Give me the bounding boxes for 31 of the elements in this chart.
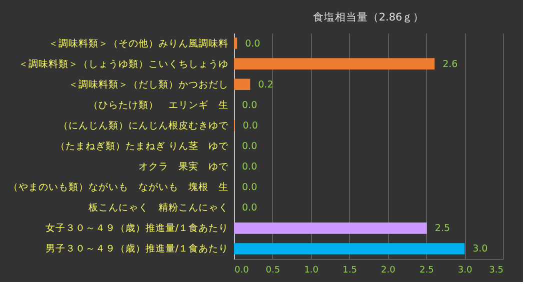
y-tick-label: 男子３０～４９（歳）推進量/１食あたり bbox=[45, 242, 228, 255]
y-tick-label: （やまのいも類）ながいも ながいも 塊根 生 bbox=[8, 181, 228, 194]
data-label: 0.0 bbox=[242, 120, 258, 132]
data-label: 0.0 bbox=[242, 182, 258, 194]
data-label: 2.5 bbox=[434, 223, 450, 234]
x-tick-label: 1.0 bbox=[304, 266, 319, 276]
data-label: 0.0 bbox=[245, 38, 260, 50]
data-label: 2.6 bbox=[442, 58, 458, 70]
x-tick-label: 3.5 bbox=[489, 266, 504, 276]
data-label: 0.0 bbox=[242, 162, 258, 173]
x-tick-label: 3.0 bbox=[458, 266, 472, 276]
y-tick-label: 板こんにゃく 精粉こんにゃく bbox=[88, 202, 228, 214]
x-tick-label: 0.0 bbox=[234, 266, 250, 276]
data-label: 0.0 bbox=[242, 141, 258, 152]
y-tick-label: （たまねぎ類）たまねぎ りん茎 ゆで bbox=[55, 140, 230, 152]
x-tick-label: 2.5 bbox=[419, 266, 434, 276]
x-tick-label: 0.5 bbox=[266, 266, 280, 276]
y-tick-label: ＜調味料類＞（だし類）かつおだし bbox=[68, 78, 228, 90]
x-tick-label: 1.5 bbox=[342, 266, 357, 276]
chart-title: 食塩相当量（2.86ｇ） bbox=[312, 10, 424, 24]
data-label: 0.0 bbox=[242, 100, 258, 111]
y-tick-label: 女子３０～４９（歳）推進量/１食あたり bbox=[45, 222, 228, 234]
y-tick-label: （にんじん類）にんじん根皮むきゆで bbox=[58, 119, 230, 132]
y-tick-label: オクラ 果実 ゆで bbox=[138, 160, 230, 173]
y-tick-label: ＜調味料類＞（しょうゆ類）こいくちしょうゆ bbox=[18, 58, 228, 70]
data-label: 0.0 bbox=[242, 202, 258, 214]
y-tick-label: （ひらたけ類） エリンギ 生 bbox=[88, 98, 228, 111]
data-label: 0.2 bbox=[258, 79, 274, 90]
y-tick-label: ＜調味料類＞（その他）みりん風調味料 bbox=[48, 37, 228, 50]
data-label: 3.0 bbox=[472, 244, 488, 255]
x-tick-label: 2.0 bbox=[381, 266, 396, 276]
